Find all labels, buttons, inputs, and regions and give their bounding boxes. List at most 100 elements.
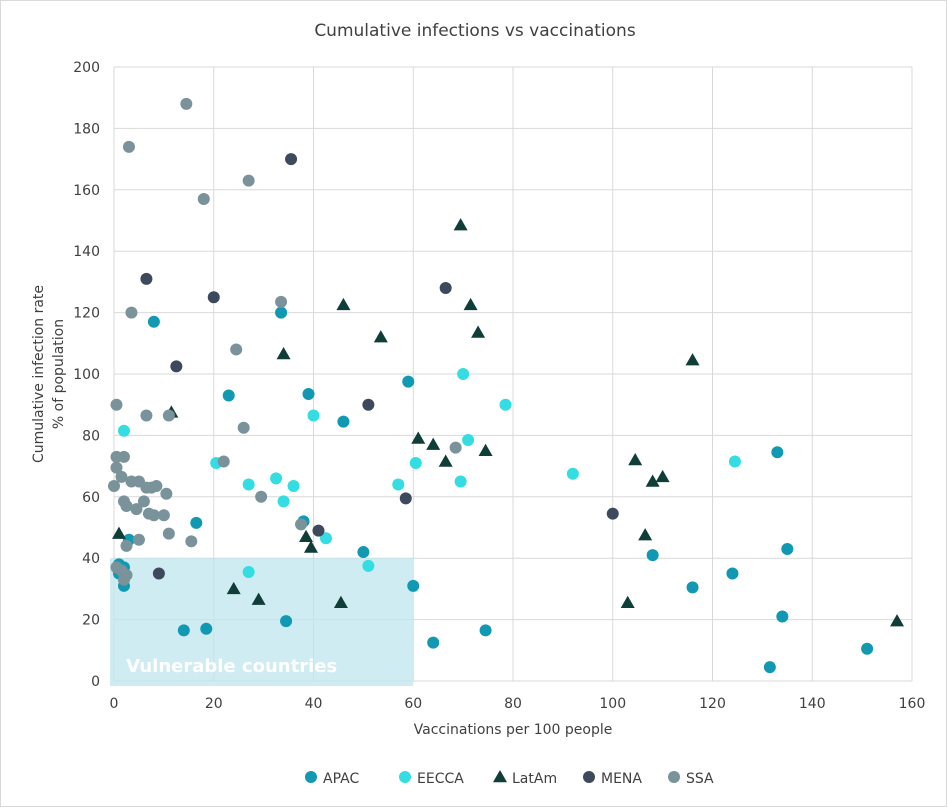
point-ssa [110, 461, 123, 474]
point-latam [299, 529, 314, 542]
point-apac [781, 542, 794, 555]
y-axis-label-line1: Cumulative infection rate [31, 285, 47, 463]
point-mena [140, 272, 153, 285]
point-ssa [130, 503, 143, 516]
point-apac [200, 622, 213, 635]
point-ssa [217, 455, 230, 468]
point-eecca [392, 478, 405, 491]
point-latam [463, 297, 478, 311]
y-tick-label: 160 [73, 183, 100, 199]
y-tick-label: 40 [82, 551, 100, 567]
point-eecca [499, 398, 512, 411]
y-tick-label: 80 [82, 428, 100, 444]
point-ssa [157, 509, 170, 522]
point-ssa [185, 535, 198, 548]
point-eecca [242, 478, 255, 491]
legend-item-latam: LatAm [493, 770, 557, 787]
series-ssa [108, 97, 462, 586]
point-eecca [307, 409, 320, 422]
point-ssa [162, 527, 175, 540]
point-apac [861, 642, 874, 655]
point-ssa [117, 573, 130, 586]
legend-marker-latam [493, 770, 507, 783]
point-latam [276, 347, 291, 360]
axes: 0 20 40 60 80 100 120 140 160 180 200 0 20 40 60 80 100 1… [73, 60, 925, 712]
point-latam [645, 474, 660, 487]
point-latam [304, 540, 319, 553]
point-apac [177, 624, 190, 637]
point-eecca [319, 532, 332, 545]
point-eecca [728, 455, 741, 468]
legend: APAC EECCA LatAm MENA SSA [305, 770, 714, 787]
point-ssa [197, 193, 210, 206]
point-latam [655, 469, 670, 483]
y-tick-label: 60 [82, 490, 100, 506]
vulnerable-region-label: Vulnerable countries [126, 656, 337, 677]
point-apac [427, 636, 440, 649]
point-mena [170, 360, 183, 373]
point-ssa [120, 539, 133, 552]
point-ssa [275, 295, 288, 308]
point-eecca [454, 475, 467, 488]
series-latam [111, 218, 905, 627]
x-axis-label: Vaccinations per 100 people [414, 722, 613, 738]
point-apac [479, 624, 492, 637]
x-tick-label: 80 [504, 696, 522, 712]
point-ssa [140, 409, 153, 422]
vulnerable-region: Vulnerable countries [110, 558, 414, 686]
point-apac [337, 415, 350, 428]
point-latam [333, 595, 348, 608]
point-ssa [108, 480, 120, 493]
y-tick-label: 20 [82, 613, 100, 629]
point-apac [402, 375, 415, 388]
data-points [108, 97, 905, 674]
x-tick-label: 160 [899, 696, 926, 712]
point-apac [280, 615, 293, 628]
point-latam [638, 528, 653, 541]
point-mena [362, 398, 375, 411]
point-eecca [362, 559, 375, 572]
legend-item-ssa: SSA [668, 771, 714, 787]
legend-item-apac: APAC [305, 771, 359, 787]
point-latam [411, 431, 426, 444]
point-eecca [462, 434, 475, 447]
point-latam [620, 595, 635, 608]
y-axis-label-line2: % of population [51, 319, 67, 429]
point-ssa [449, 441, 462, 454]
point-eecca [242, 566, 255, 579]
legend-label-mena: MENA [601, 771, 642, 787]
point-apac [646, 549, 659, 562]
point-eecca [277, 495, 290, 508]
legend-marker-mena [583, 771, 595, 783]
x-tick-label: 120 [699, 696, 726, 712]
legend-marker-ssa [668, 771, 680, 783]
y-tick-label: 100 [73, 367, 100, 383]
legend-label-apac: APAC [323, 771, 359, 787]
point-latam [438, 454, 453, 467]
legend-marker-eecca [399, 771, 411, 783]
point-eecca [566, 467, 579, 480]
point-ssa [117, 450, 130, 463]
point-apac [147, 315, 160, 328]
y-tick-label: 0 [91, 674, 100, 690]
x-tick-label: 40 [305, 696, 323, 712]
point-ssa [295, 518, 308, 531]
point-apac [726, 567, 739, 580]
point-latam [226, 581, 241, 595]
point-mena [285, 153, 298, 166]
point-ssa [237, 421, 250, 434]
vulnerable-region-box [110, 558, 414, 686]
point-latam [453, 218, 468, 231]
point-ssa [150, 480, 163, 493]
point-apac [407, 579, 420, 592]
point-eecca [270, 472, 283, 485]
point-ssa [125, 306, 138, 319]
y-tick-label: 200 [73, 60, 100, 76]
point-latam [478, 443, 493, 456]
x-tick-label: 100 [599, 696, 626, 712]
point-ssa [162, 409, 175, 422]
point-apac [275, 306, 288, 319]
point-mena [606, 507, 619, 520]
